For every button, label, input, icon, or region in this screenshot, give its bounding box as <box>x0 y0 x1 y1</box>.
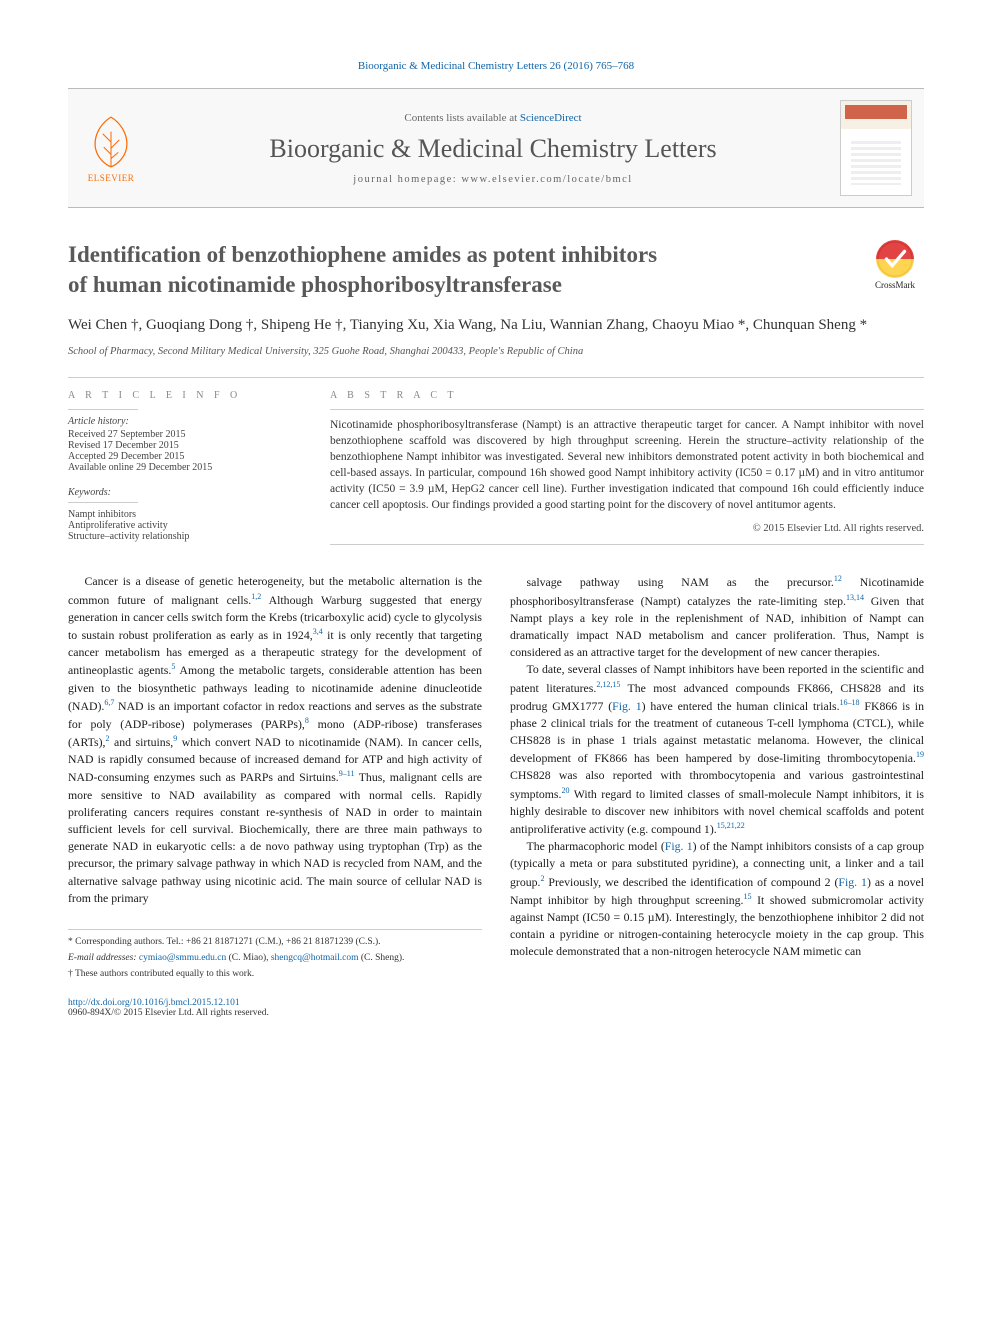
abstract-head: A B S T R A C T <box>330 390 924 401</box>
doi-link[interactable]: http://dx.doi.org/10.1016/j.bmcl.2015.12… <box>68 998 240 1008</box>
publisher-name: ELSEVIER <box>88 173 135 183</box>
meta-row: A R T I C L E I N F O Article history: R… <box>68 377 924 545</box>
email-link[interactable]: shengcq@hotmail.com <box>271 953 359 963</box>
ref-link[interactable]: 19 <box>916 750 924 759</box>
figure-link[interactable]: Fig. 1 <box>665 839 693 853</box>
keyword: Structure–activity relationship <box>68 531 298 542</box>
ref-link[interactable]: 15 <box>744 892 752 901</box>
article-info: A R T I C L E I N F O Article history: R… <box>68 390 298 545</box>
keywords-label: Keywords: <box>68 487 298 498</box>
history-label: Article history: <box>68 416 298 427</box>
crossmark-icon <box>876 240 914 278</box>
email-who: (C. Miao), <box>226 953 271 963</box>
body-text: Cancer is a disease of genetic heterogen… <box>68 573 924 981</box>
corresponding-note: * Corresponding authors. Tel.: +86 21 81… <box>68 936 482 950</box>
title-line-2: of human nicotinamide phosphoribosyltran… <box>68 272 562 297</box>
affiliation: School of Pharmacy, Second Military Medi… <box>68 346 924 357</box>
keyword: Antiproliferative activity <box>68 520 298 531</box>
citation-line: Bioorganic & Medicinal Chemistry Letters… <box>68 60 924 72</box>
footnotes: * Corresponding authors. Tel.: +86 21 81… <box>68 929 482 982</box>
article-info-head: A R T I C L E I N F O <box>68 390 298 401</box>
text: Previously, we described the identificat… <box>544 875 838 889</box>
keyword: Nampt inhibitors <box>68 509 298 520</box>
ref-link[interactable]: 16–18 <box>840 698 860 707</box>
contents-line: Contents lists available at ScienceDirec… <box>156 112 830 124</box>
article-title: Identification of benzothiophene amides … <box>68 240 846 300</box>
email-link[interactable]: cymiao@smmu.edu.cn <box>139 953 226 963</box>
abstract-text: Nicotinamide phosphoribosyltransferase (… <box>330 418 924 513</box>
crossmark-badge[interactable]: CrossMark <box>866 240 924 290</box>
journal-name: Bioorganic & Medicinal Chemistry Letters <box>156 134 830 164</box>
ref-link[interactable]: 1,2 <box>251 592 261 601</box>
text: ) have entered the human clinical trials… <box>642 699 840 713</box>
issn-line: 0960-894X/© 2015 Elsevier Ltd. All right… <box>68 1008 269 1018</box>
accepted: Accepted 29 December 2015 <box>68 451 298 462</box>
contents-prefix: Contents lists available at <box>404 112 519 124</box>
header-center: Contents lists available at ScienceDirec… <box>146 108 840 189</box>
text: salvage pathway using NAM as the precurs… <box>527 575 834 589</box>
sciencedirect-link[interactable]: ScienceDirect <box>520 112 582 124</box>
ref-link[interactable]: 15,21,22 <box>717 821 745 830</box>
ref-link[interactable]: 3,4 <box>313 627 323 636</box>
title-line-1: Identification of benzothiophene amides … <box>68 242 657 267</box>
paragraph: The pharmacophoric model (Fig. 1) of the… <box>510 838 924 960</box>
email-line: E-mail addresses: cymiao@smmu.edu.cn (C.… <box>68 952 482 966</box>
figure-link[interactable]: Fig. 1 <box>838 875 867 889</box>
page: Bioorganic & Medicinal Chemistry Letters… <box>0 0 992 1058</box>
title-block: Identification of benzothiophene amides … <box>68 240 846 300</box>
text: and sirtuins, <box>109 735 173 749</box>
authors: Wei Chen †, Guoqiang Dong †, Shipeng He … <box>68 314 924 337</box>
doi-block: http://dx.doi.org/10.1016/j.bmcl.2015.12… <box>68 998 924 1018</box>
text: Thus, malignant cells are more sensitive… <box>68 770 482 905</box>
elsevier-logo[interactable]: ELSEVIER <box>76 106 146 190</box>
ref-link[interactable]: 2,12,15 <box>596 680 620 689</box>
ref-link[interactable]: 6,7 <box>104 698 114 707</box>
equal-contrib-note: † These authors contributed equally to t… <box>68 968 482 982</box>
revised: Revised 17 December 2015 <box>68 440 298 451</box>
paragraph: salvage pathway using NAM as the precurs… <box>510 573 924 661</box>
online: Available online 29 December 2015 <box>68 462 298 473</box>
paragraph: To date, several classes of Nampt inhibi… <box>510 661 924 838</box>
figure-link[interactable]: Fig. 1 <box>612 699 641 713</box>
email-who: (C. Sheng). <box>359 953 405 963</box>
ref-link[interactable]: 13,14 <box>846 593 864 602</box>
homepage-line[interactable]: journal homepage: www.elsevier.com/locat… <box>156 174 830 185</box>
copyright: © 2015 Elsevier Ltd. All rights reserved… <box>330 523 924 534</box>
ref-link[interactable]: 9–11 <box>339 769 355 778</box>
crossmark-label: CrossMark <box>875 280 915 290</box>
ref-link[interactable]: 12 <box>834 574 842 583</box>
text: The pharmacophoric model ( <box>527 839 665 853</box>
title-row: Identification of benzothiophene amides … <box>68 240 924 300</box>
received: Received 27 September 2015 <box>68 429 298 440</box>
journal-header: ELSEVIER Contents lists available at Sci… <box>68 88 924 208</box>
tree-icon <box>85 113 137 171</box>
email-label: E-mail addresses: <box>68 953 139 963</box>
abstract-block: A B S T R A C T Nicotinamide phosphoribo… <box>330 390 924 545</box>
paragraph: Cancer is a disease of genetic heterogen… <box>68 573 482 907</box>
journal-cover-thumb[interactable] <box>840 100 912 196</box>
